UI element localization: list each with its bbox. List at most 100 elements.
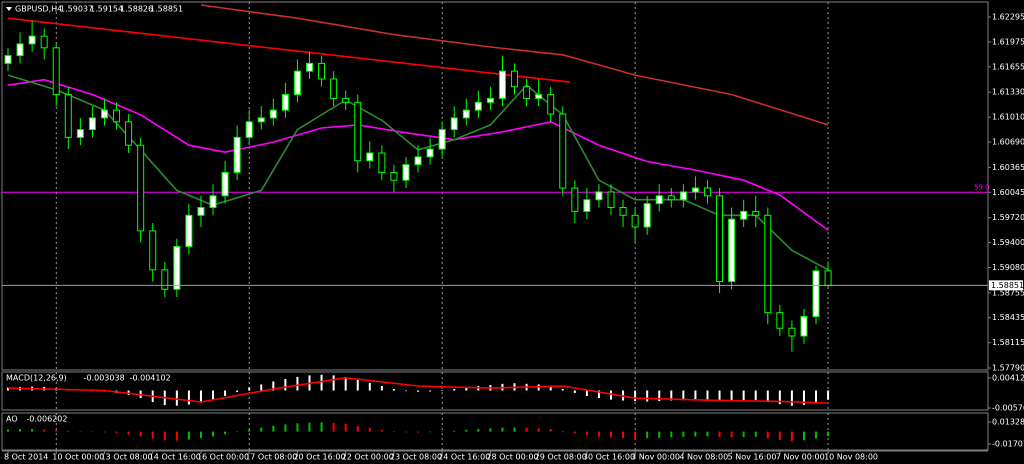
candle-body xyxy=(16,43,24,57)
histogram-bar xyxy=(127,431,130,435)
candle-body xyxy=(426,148,434,158)
candle-body xyxy=(571,187,579,212)
candle-body xyxy=(269,109,277,119)
histogram-bar xyxy=(212,431,215,437)
candle-body xyxy=(378,152,386,173)
x-tick-label: 23 Oct 08:00 xyxy=(390,453,442,462)
candle-body xyxy=(197,207,205,216)
candle-body xyxy=(185,214,193,247)
y-tick-label: -0.017071 xyxy=(992,440,1024,449)
y-tick-label: 1.59080 xyxy=(992,263,1024,272)
x-tick-label: 5 Nov 16:00 xyxy=(728,453,777,462)
histogram-bar xyxy=(380,429,383,432)
y-tick-label: 1.62295 xyxy=(992,13,1024,22)
histogram-bar xyxy=(658,390,661,402)
candle-body xyxy=(643,203,651,228)
histogram-bar xyxy=(489,428,492,432)
histogram-bar xyxy=(766,431,769,439)
histogram-bar xyxy=(404,431,407,433)
candle-body xyxy=(40,35,48,49)
histogram-bar xyxy=(573,390,576,393)
indicator-line xyxy=(7,78,829,231)
main-panel xyxy=(1,1,989,371)
histogram-bar xyxy=(224,390,227,396)
candle-body xyxy=(583,199,591,212)
candle-body xyxy=(402,164,410,181)
x-tick-label: 4 Nov 08:00 xyxy=(679,453,728,462)
histogram-bar xyxy=(392,431,395,432)
y-tick-label: 0.004129 xyxy=(992,373,1024,382)
histogram-bar xyxy=(187,431,190,440)
candle-body xyxy=(511,70,519,88)
candle-body xyxy=(607,191,615,209)
histogram-bar xyxy=(815,431,818,439)
histogram-bar xyxy=(634,431,637,439)
histogram-bar xyxy=(429,431,432,433)
signal-value: -0.004102 xyxy=(130,374,171,383)
histogram-bar xyxy=(55,430,58,432)
histogram-bar xyxy=(248,429,251,432)
histogram-bar xyxy=(754,431,757,437)
candle-body xyxy=(631,214,639,228)
histogram-bar xyxy=(248,387,251,391)
histogram-bar xyxy=(742,431,745,438)
histogram-bar xyxy=(453,430,456,432)
histogram-bar xyxy=(332,375,335,391)
histogram-bar xyxy=(670,390,673,401)
histogram-bar xyxy=(610,431,612,438)
histogram-bar xyxy=(827,431,830,437)
histogram-bar xyxy=(730,390,733,401)
histogram-bar xyxy=(501,427,504,432)
x-tick-label: 24 Oct 16:00 xyxy=(438,453,490,462)
histogram-bar xyxy=(236,431,239,433)
candle-body xyxy=(812,270,820,318)
histogram-bar xyxy=(392,389,395,391)
histogram-bar xyxy=(634,390,637,402)
histogram-bar xyxy=(477,428,480,432)
candle-body xyxy=(88,117,96,131)
histogram-bar xyxy=(404,390,407,392)
histogram-bar xyxy=(320,422,323,432)
histogram-bar xyxy=(212,390,215,400)
candle-body xyxy=(113,109,121,123)
histogram-bar xyxy=(597,431,600,437)
candle-body xyxy=(64,94,72,138)
histogram-bar xyxy=(694,390,697,400)
histogram-bar xyxy=(199,390,202,403)
y-tick-label: 1.58115 xyxy=(992,338,1024,347)
histogram-bar xyxy=(272,381,275,391)
candle-body xyxy=(245,121,253,138)
candle-body xyxy=(703,187,711,197)
histogram-bar xyxy=(790,431,793,442)
candle-body xyxy=(100,109,108,119)
histogram-bar xyxy=(296,423,299,432)
candle-body xyxy=(342,97,350,103)
histogram-bar xyxy=(610,390,612,400)
histogram-bar xyxy=(441,431,444,433)
histogram-bar xyxy=(344,376,347,391)
histogram-bar xyxy=(670,431,673,438)
histogram-bar xyxy=(597,390,600,399)
indicator-line xyxy=(7,17,571,83)
histogram-bar xyxy=(332,422,335,432)
candle-body xyxy=(209,195,217,209)
histogram-bar xyxy=(187,390,190,405)
histogram-bar xyxy=(730,431,733,438)
y-tick-label: 0.013287 xyxy=(992,417,1024,426)
histogram-bar xyxy=(561,430,564,432)
candle-body xyxy=(354,101,362,162)
candle-body xyxy=(655,195,663,205)
header-open: 1.59037 xyxy=(60,5,93,14)
x-tick-label: 17 Oct 08:00 xyxy=(245,453,297,462)
indicator-line xyxy=(7,376,829,404)
candle-body xyxy=(728,218,736,283)
candle-body xyxy=(474,101,482,111)
candle-body xyxy=(788,327,796,337)
histogram-bar xyxy=(260,427,263,432)
histogram-bar xyxy=(441,390,444,392)
candle-body xyxy=(306,62,313,72)
indicator-line xyxy=(7,74,829,271)
y-tick-label: -0.005762 xyxy=(992,404,1024,413)
histogram-bar xyxy=(7,387,9,391)
histogram-bar xyxy=(175,390,178,406)
